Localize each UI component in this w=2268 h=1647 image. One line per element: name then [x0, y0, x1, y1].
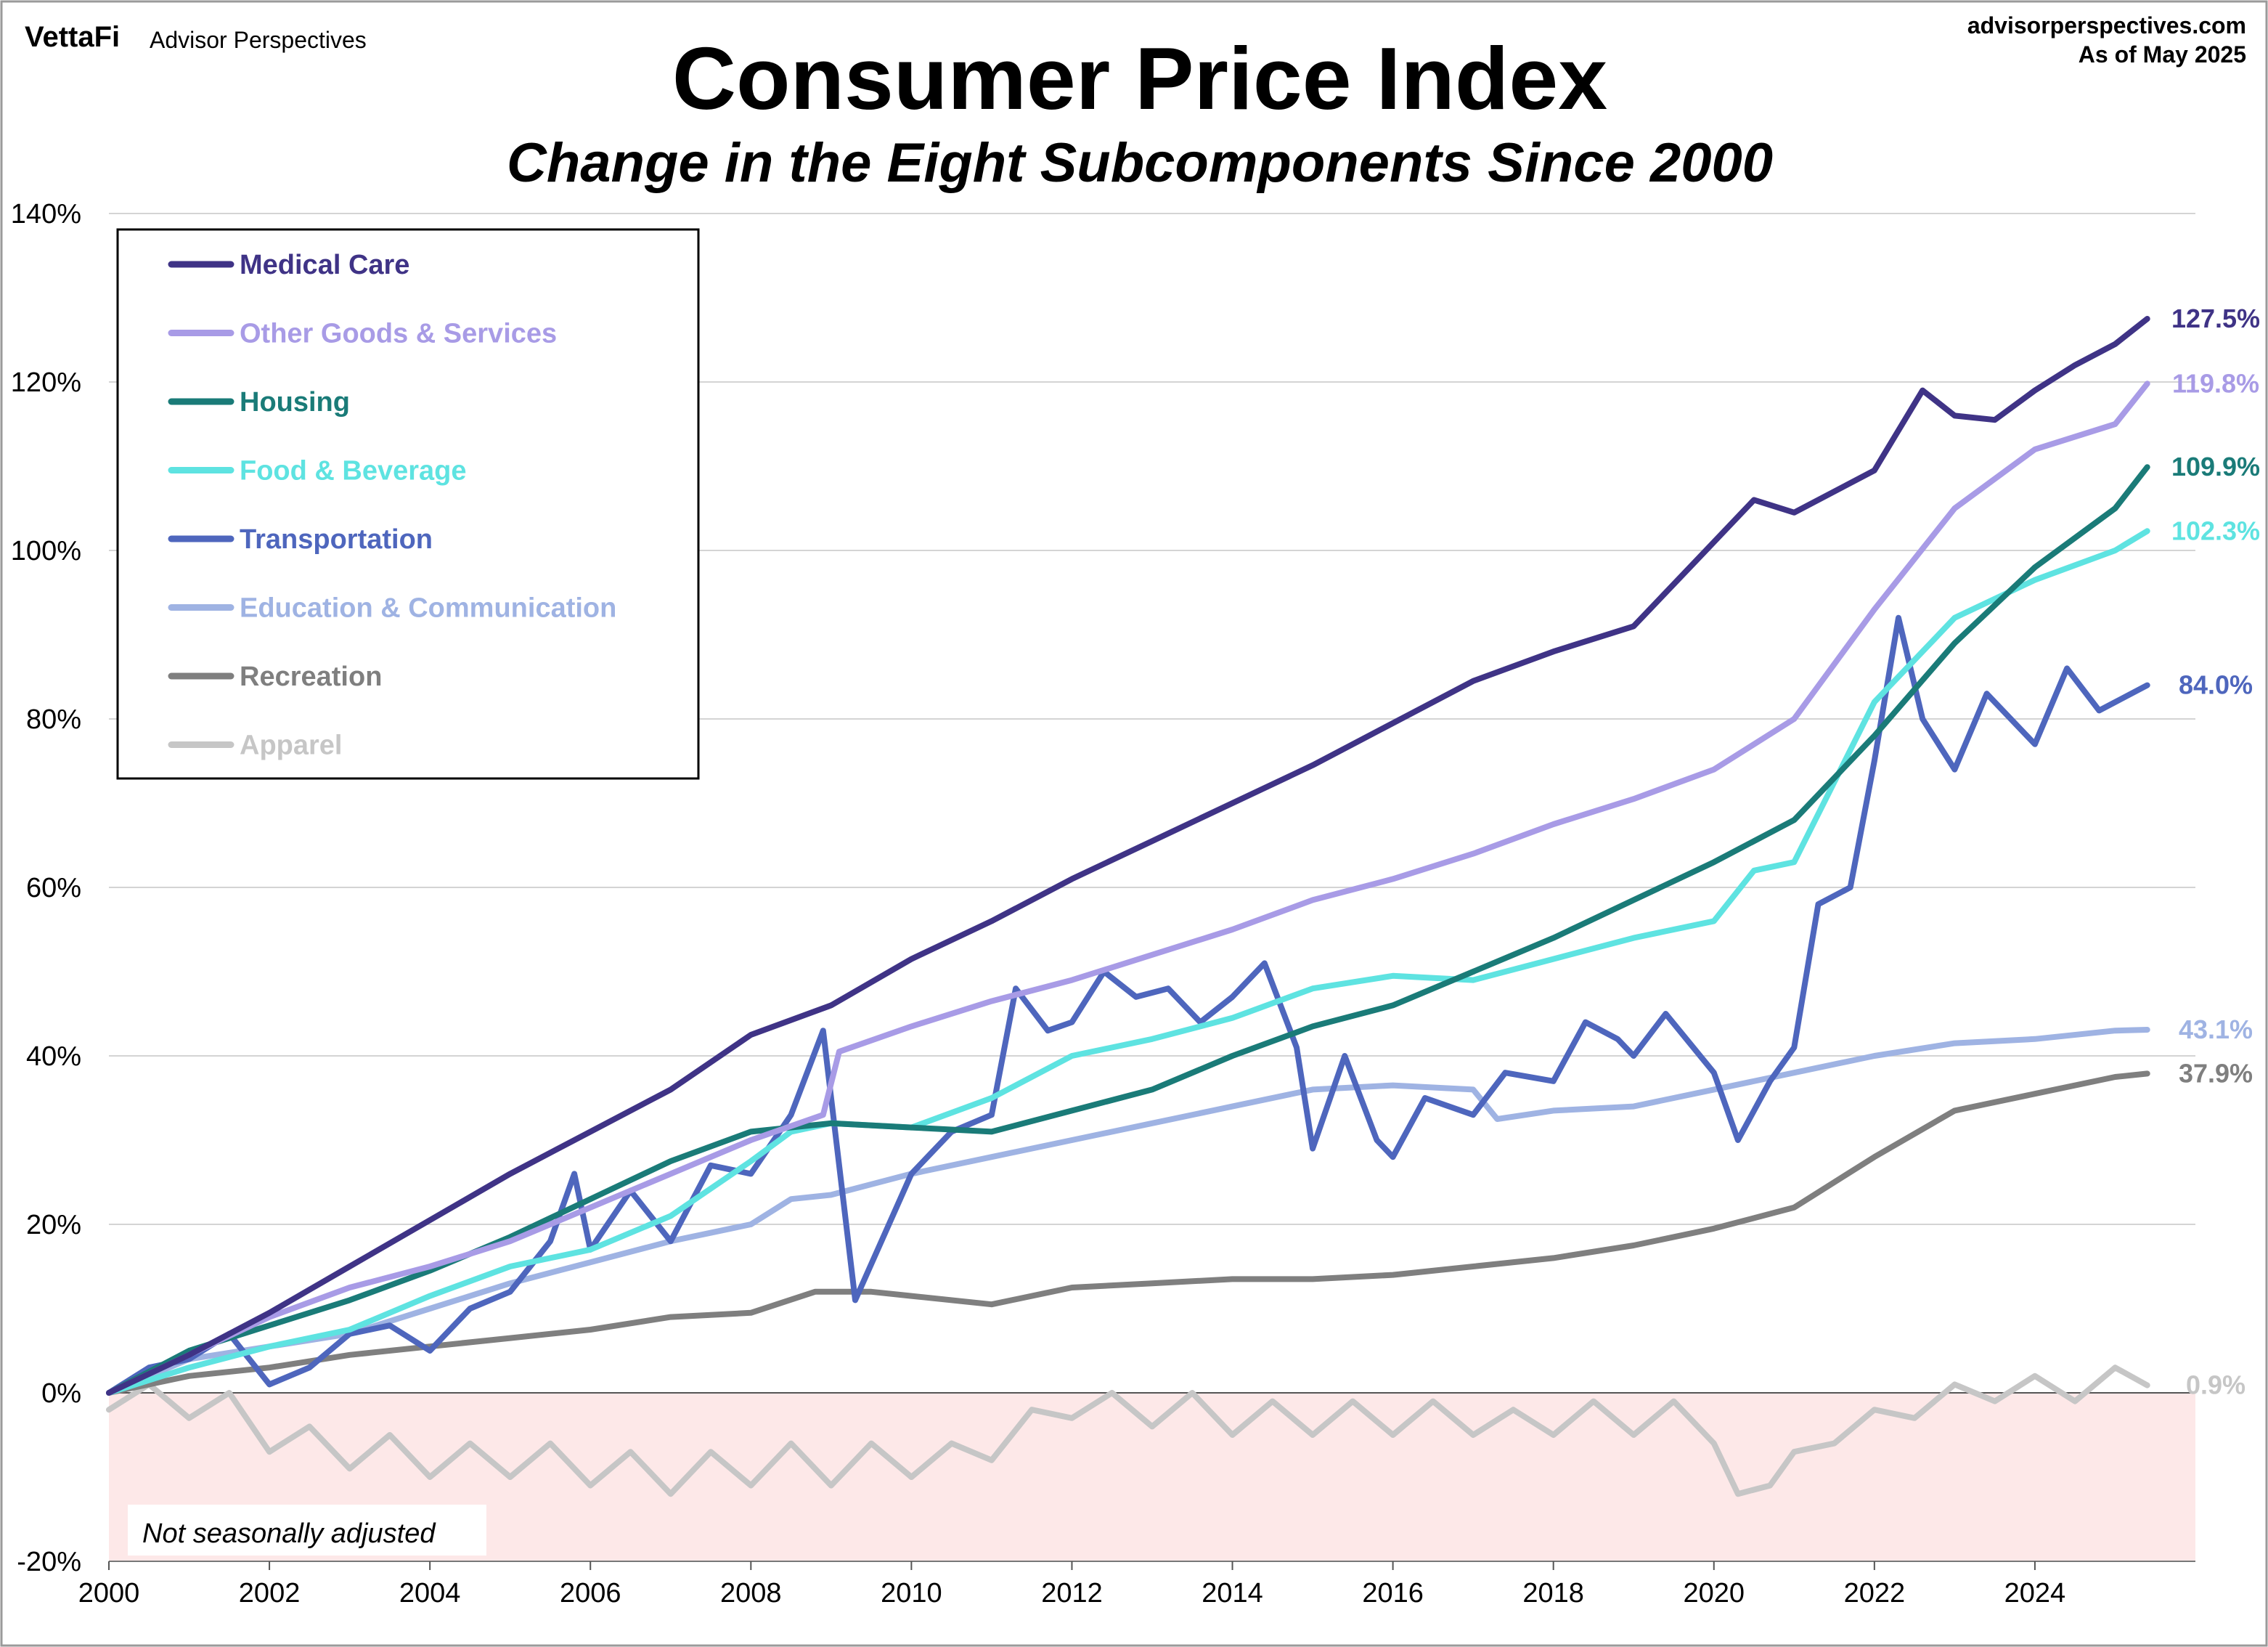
- series-line-education: [106, 1027, 2150, 1396]
- legend-label-recreation: Recreation: [240, 662, 382, 692]
- legend: [116, 228, 700, 780]
- site-url: advisorperspectives.com: [1967, 12, 2246, 38]
- series-line-other: [106, 381, 2150, 1396]
- legend-label-medical: Medical Care: [240, 250, 409, 280]
- x-tick-label: 2000: [78, 1578, 140, 1609]
- note-box: [128, 1505, 486, 1556]
- end-label-apparel: 0.9%: [2186, 1370, 2245, 1400]
- y-tick-label: 80%: [26, 704, 81, 735]
- series-line-transport: [106, 614, 2150, 1396]
- series-line-recreation: [106, 1070, 2150, 1396]
- y-tick-label: 0%: [41, 1378, 81, 1409]
- legend-label-housing: Housing: [240, 387, 350, 418]
- legend-label-education: Education & Communication: [240, 593, 616, 624]
- legend-label-food: Food & Beverage: [240, 456, 467, 487]
- x-tick-label: 2002: [239, 1578, 301, 1609]
- x-tick-label: 2024: [2004, 1578, 2066, 1609]
- end-label-medical: 127.5%: [2171, 304, 2260, 333]
- end-label-other: 119.8%: [2172, 368, 2259, 398]
- x-tick-label: 2004: [399, 1578, 461, 1609]
- x-tick-label: 2010: [881, 1578, 942, 1609]
- end-label-education: 43.1%: [2179, 1014, 2253, 1044]
- x-tick-label: 2006: [560, 1578, 621, 1609]
- x-tick-label: 2008: [720, 1578, 782, 1609]
- chart-subtitle: Change in the Eight Subcomponents Since …: [507, 132, 1773, 194]
- chart-title: Consumer Price Index: [672, 29, 1607, 128]
- brand-name: Advisor Perspectives: [150, 27, 367, 53]
- x-axis-ticks: 2000 2002 2004 2006 2008 2010 2012 2014 2016 2018…: [78, 1561, 2065, 1609]
- y-tick-label: 100%: [11, 536, 81, 566]
- gridlines: [109, 213, 2195, 1562]
- x-tick-label: 2014: [1202, 1578, 1263, 1609]
- end-label-recreation: 37.9%: [2179, 1058, 2253, 1088]
- legend-items: Medical Care Other Goods & Services Housin…: [168, 250, 616, 761]
- as-of-date: As of May 2025: [2079, 41, 2246, 68]
- series-line-apparel: [106, 1365, 2150, 1497]
- y-tick-label: 120%: [11, 367, 81, 398]
- y-tick-label: -20%: [17, 1547, 81, 1577]
- x-tick-label: 2016: [1362, 1578, 1424, 1609]
- x-tick-label: 2020: [1683, 1578, 1745, 1609]
- x-tick-label: 2012: [1041, 1578, 1103, 1609]
- note-text: Not seasonally adjusted: [142, 1518, 436, 1549]
- end-label-food: 102.3%: [2171, 516, 2260, 545]
- legend-label-transport: Transportation: [240, 524, 433, 555]
- x-tick-label: 2022: [1844, 1578, 1906, 1609]
- end-label-housing: 109.9%: [2171, 452, 2260, 481]
- end-labels: 127.5% 119.8% 109.9% 102.3% 84.0% 43.1% 37.9% 0…: [2171, 304, 2260, 1400]
- series-line-medical: [106, 316, 2150, 1396]
- brand-logo: VettaFi: [25, 21, 120, 53]
- y-axis-ticks: -20% 0% 20% 40% 60% 80% 100% 120% 140%: [11, 199, 81, 1577]
- y-tick-label: 60%: [26, 873, 81, 903]
- series-lines: [106, 316, 2150, 1497]
- x-tick-label: 2018: [1522, 1578, 1584, 1609]
- y-tick-label: 20%: [26, 1210, 81, 1240]
- legend-label-apparel: Apparel: [240, 731, 342, 761]
- end-label-transport: 84.0%: [2179, 670, 2253, 700]
- legend-label-other: Other Goods & Services: [240, 319, 557, 349]
- y-tick-label: 40%: [26, 1041, 81, 1072]
- series-line-food: [106, 528, 2150, 1396]
- y-tick-label: 140%: [11, 199, 81, 229]
